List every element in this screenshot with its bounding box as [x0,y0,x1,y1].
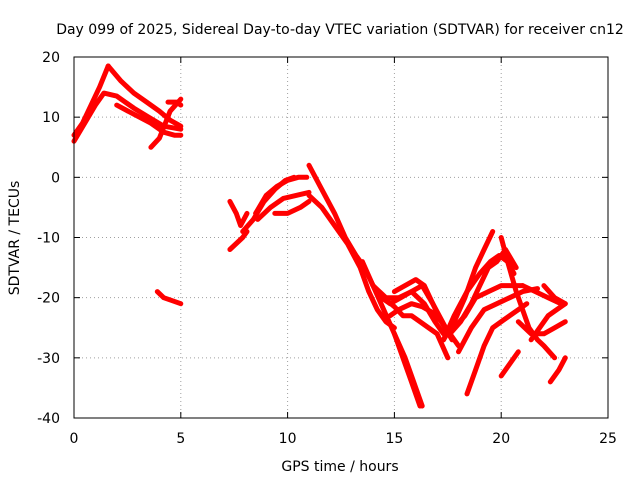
series-track-22 [391,331,423,409]
series-track-34 [541,283,568,307]
y-tick-label: 10 [42,110,60,126]
x-tick-label: 20 [492,431,510,447]
axis-ticks [73,56,609,419]
series-track-01 [71,63,111,138]
series-track-35 [547,355,568,385]
y-tick-label: 0 [51,170,60,186]
y-tick-label: -40 [37,411,60,427]
y-tick-label: 20 [42,50,60,66]
series-track-32 [520,283,564,307]
y-tick-label: -20 [37,291,60,307]
tick-labels: 0 5 10 15 20 25 -40 -30 -20 -10 0 10 20 [37,50,617,447]
series-track-13 [272,198,312,216]
x-tick-label: 15 [385,431,403,447]
x-tick-label: 5 [176,431,185,447]
series-track-12 [255,189,312,222]
series-track-15 [306,192,397,331]
x-tick-label: 10 [279,431,297,447]
series-track-02 [71,90,184,144]
data-series [71,63,568,409]
x-tick-label: 25 [599,431,617,447]
series-track-28 [464,301,530,397]
series-track-05 [148,96,184,150]
series-track-03 [105,63,184,129]
series-track-19 [381,295,451,361]
series-track-08 [227,198,250,228]
series-track-07 [154,289,184,307]
series-track-09 [227,229,250,252]
chart-title: Day 099 of 2025, Sidereal Day-to-day VTE… [56,22,624,38]
series-track-31 [515,319,568,337]
series-track-21 [387,301,453,337]
series-track-30 [498,349,521,379]
y-tick-label: -10 [37,231,60,247]
series-track-27 [456,286,540,355]
series-track-06 [165,99,184,108]
series-track-10 [240,174,297,234]
series-track-33 [528,301,568,343]
series-track-11 [253,174,310,216]
series-track-04 [114,102,184,138]
y-axis-title: SDTVAR / TECUs [7,181,23,296]
series-track-29 [498,235,558,361]
x-tick-label: 0 [70,431,79,447]
y-tick-label: -30 [37,351,60,367]
x-axis-title: GPS time / hours [281,459,398,475]
